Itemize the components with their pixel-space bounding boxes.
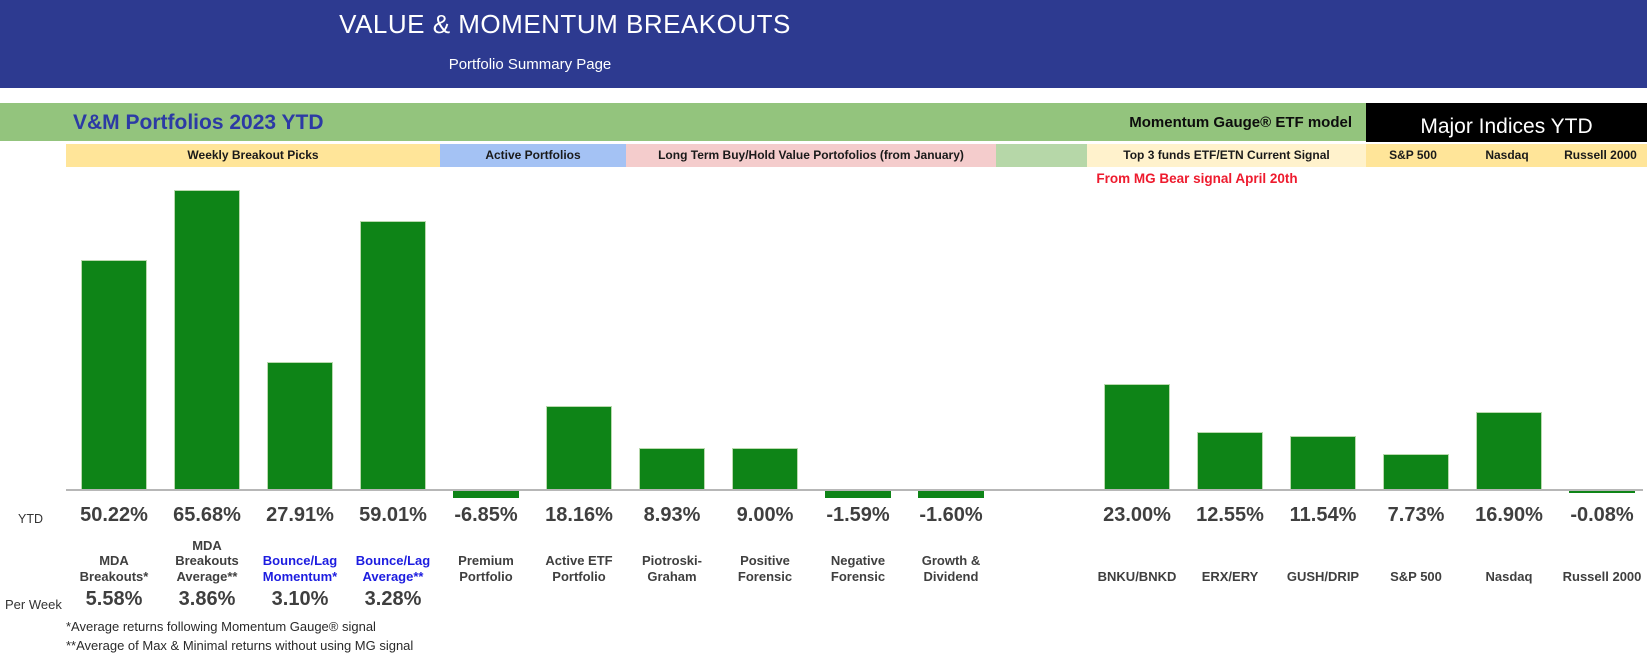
portfolios-title: V&M Portfolios 2023 YTD: [73, 111, 324, 134]
portfolios-header-bar: V&M Portfolios 2023 YTD Momentum Gauge® …: [0, 103, 1366, 141]
major-indices-box: Major Indices YTD: [1366, 103, 1647, 142]
ytd-value-s-p-500: 7.73%: [1387, 504, 1445, 526]
per-week-value-mda-breakouts-average: 3.86%: [178, 588, 236, 610]
band-long-term-value-portfolios: Long Term Buy/Hold Value Portofolios (fr…: [626, 144, 996, 167]
bar-growth-dividend: [918, 491, 984, 498]
bar-bounce-lag-momentum: [267, 362, 333, 489]
x-axis-line: [66, 489, 1643, 491]
band-russell2000-header: Russell 2000: [1554, 144, 1647, 167]
band-active-portfolios: Active Portfolios: [440, 144, 626, 167]
ytd-value-growth-dividend: -1.60%: [919, 504, 983, 526]
bar-erx-ery: [1197, 431, 1263, 489]
mg-bear-signal-annotation: From MG Bear signal April 20th: [1096, 171, 1298, 186]
bar-bnku-bnkd: [1104, 384, 1170, 489]
column-label-text: Russell 2000: [1562, 568, 1642, 584]
column-label-mda-breakouts: MDA Breakouts*: [62, 524, 166, 584]
column-label-active-etf-portfolio: Active ETF Portfolio: [527, 524, 631, 584]
ytd-value-mda-breakouts-average: 65.68%: [173, 504, 241, 526]
column-label-text: Bounce/Lag Momentum*: [262, 553, 338, 584]
footnote-mg-signal: *Average returns following Momentum Gaug…: [66, 619, 376, 634]
column-label-text: GUSH/DRIP: [1286, 568, 1360, 584]
page-title: VALUE & MOMENTUM BREAKOUTS: [339, 9, 791, 39]
column-label-negative-forensic: Negative Forensic: [806, 524, 910, 584]
bar-negative-forensic: [825, 491, 891, 498]
ytd-value-bounce-lag-average: 59.01%: [359, 504, 427, 526]
column-label-gush-drip: GUSH/DRIP: [1271, 524, 1375, 584]
momentum-gauge-title: Momentum Gauge® ETF model: [1129, 114, 1352, 131]
ytd-value-bnku-bnkd: 23.00%: [1103, 504, 1171, 526]
band-top-3-funds: Top 3 funds ETF/ETN Current Signal: [1087, 144, 1366, 167]
bar-russell-2000: [1569, 491, 1635, 493]
per-week-value-bounce-lag-momentum: 3.10%: [271, 588, 329, 610]
column-label-text: ERX/ERY: [1201, 568, 1259, 584]
column-label-text: MDA Breakouts*: [79, 553, 149, 584]
column-label-mda-breakouts-average: MDA Breakouts Average**: [155, 524, 259, 584]
ytd-row-label: YTD: [18, 512, 43, 526]
column-label-bnku-bnkd: BNKU/BNKD: [1085, 524, 1189, 584]
bar-s-p-500: [1383, 453, 1449, 489]
band-nasdaq-header: Nasdaq: [1460, 144, 1554, 167]
band-weekly-breakout-picks: Weekly Breakout Picks: [66, 144, 440, 167]
column-label-text: Active ETF Portfolio: [545, 553, 613, 584]
column-label-text: MDA Breakouts Average**: [175, 537, 239, 584]
column-label-text: Growth & Dividend: [921, 553, 981, 584]
band-spacer: [996, 144, 1087, 167]
bar-positive-forensic: [732, 448, 798, 489]
page-subtitle: Portfolio Summary Page: [448, 56, 612, 73]
bar-premium-portfolio: [453, 491, 519, 498]
column-label-text: S&P 500: [1390, 568, 1442, 584]
app-banner: VALUE & MOMENTUM BREAKOUTS Portfolio Sum…: [0, 0, 1647, 88]
bar-nasdaq: [1476, 412, 1542, 489]
column-label-s-p-500: S&P 500: [1364, 524, 1468, 584]
column-label-positive-forensic: Positive Forensic: [713, 524, 817, 584]
per-week-value-bounce-lag-average: 3.28%: [364, 588, 422, 610]
ytd-value-mda-breakouts: 50.22%: [80, 504, 148, 526]
bar-gush-drip: [1290, 436, 1356, 489]
column-label-bounce-lag-average: Bounce/Lag Average**: [341, 524, 445, 584]
ytd-value-bounce-lag-momentum: 27.91%: [266, 504, 334, 526]
ytd-value-positive-forensic: 9.00%: [736, 504, 794, 526]
ytd-value-gush-drip: 11.54%: [1289, 504, 1357, 526]
column-label-growth-dividend: Growth & Dividend: [899, 524, 1003, 584]
column-label-premium-portfolio: Premium Portfolio: [434, 524, 538, 584]
bar-piotroski-graham: [639, 448, 705, 489]
bar-bounce-lag-average: [360, 220, 426, 489]
bar-mda-breakouts: [81, 260, 147, 489]
ytd-value-nasdaq: 16.90%: [1475, 504, 1543, 526]
column-label-russell-2000: Russell 2000: [1550, 524, 1647, 584]
per-week-value-mda-breakouts: 5.58%: [85, 588, 143, 610]
per-week-row-label: Per Week: [5, 597, 62, 612]
column-label-text: Bounce/Lag Average**: [355, 553, 431, 584]
ytd-value-erx-ery: 12.55%: [1196, 504, 1264, 526]
ytd-value-negative-forensic: -1.59%: [826, 504, 890, 526]
ytd-value-piotroski-graham: 8.93%: [643, 504, 701, 526]
column-label-piotroski-graham: Piotroski- Graham: [620, 524, 724, 584]
column-label-text: Piotroski- Graham: [642, 553, 702, 584]
column-label-erx-ery: ERX/ERY: [1178, 524, 1282, 584]
major-indices-title: Major Indices YTD: [1420, 114, 1593, 138]
bar-mda-breakouts-average: [174, 190, 240, 489]
ytd-value-russell-2000: -0.08%: [1570, 504, 1634, 526]
column-label-nasdaq: Nasdaq: [1457, 524, 1561, 584]
column-label-bounce-lag-momentum: Bounce/Lag Momentum*: [248, 524, 352, 584]
band-sp500-header: S&P 500: [1366, 144, 1460, 167]
column-label-text: Nasdaq: [1485, 568, 1533, 584]
column-label-text: Negative Forensic: [830, 553, 886, 584]
footnote-max-min: **Average of Max & Minimal returns witho…: [66, 638, 414, 653]
column-label-text: Positive Forensic: [737, 553, 793, 584]
column-label-text: Premium Portfolio: [458, 553, 514, 584]
column-label-text: BNKU/BNKD: [1097, 568, 1177, 584]
ytd-value-premium-portfolio: -6.85%: [454, 504, 518, 526]
ytd-value-active-etf-portfolio: 18.16%: [545, 504, 613, 526]
bar-active-etf-portfolio: [546, 406, 612, 489]
